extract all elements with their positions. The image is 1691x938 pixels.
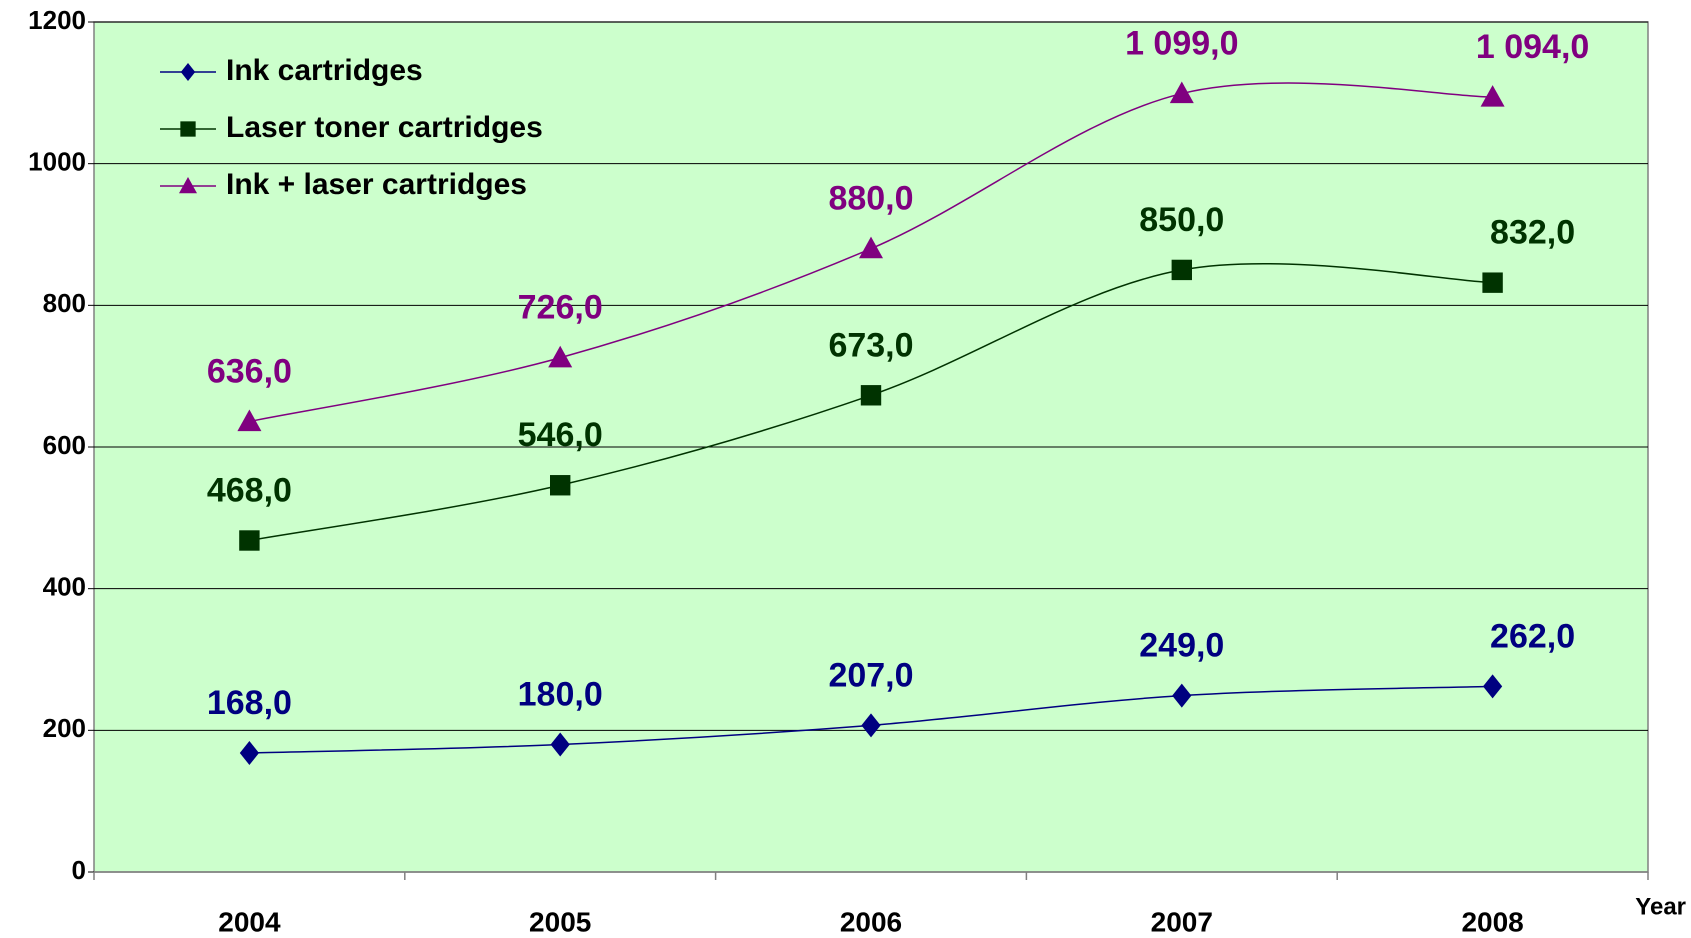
data-point [548,345,573,368]
x-tick-label: 2005 [529,906,591,937]
data-point [550,732,570,757]
x-tick-label: 2008 [1461,906,1523,937]
data-label: 249,0 [1139,627,1224,665]
y-tick-label: 1200 [28,5,86,35]
x-tick-label: 2007 [1151,906,1213,937]
x-tick-label: 2004 [218,906,281,937]
data-label: 262,0 [1490,617,1575,655]
y-tick-label: 600 [43,430,86,460]
data-label: 673,0 [828,326,913,364]
data-point [1482,272,1503,293]
data-point [859,236,883,259]
data-label: 180,0 [518,675,603,713]
data-label: 636,0 [207,352,292,390]
data-point [1483,674,1503,699]
legend-marker [180,121,196,137]
data-label: 546,0 [518,416,603,454]
data-label: 880,0 [828,180,913,218]
legend-label: Laser toner cartridges [226,111,543,144]
data-label: 1 099,0 [1125,25,1238,63]
data-point [1172,683,1192,708]
legend-label: Ink cartridges [226,54,423,87]
x-axis-label: Year [1635,893,1686,920]
data-point [1171,259,1192,281]
y-tick-label: 400 [43,572,86,602]
legend-marker [179,177,197,194]
y-tick-label: 200 [43,713,86,743]
data-label: 832,0 [1490,214,1575,252]
data-point [237,409,262,432]
x-tick-label: 2006 [840,906,902,937]
data-label: 168,0 [207,684,292,722]
legend-marker [180,63,196,81]
y-tick-label: 0 [72,855,86,885]
data-point [1480,85,1505,107]
data-point [550,475,571,496]
data-label: 207,0 [828,656,913,694]
data-label: 468,0 [207,471,292,509]
legend-label: Ink + laser cartridges [226,168,527,201]
data-point [239,741,259,765]
y-tick-label: 1000 [28,147,86,177]
data-label: 1 094,0 [1476,28,1589,66]
data-point [860,385,882,406]
data-point [1169,81,1194,104]
y-tick-label: 800 [43,288,86,318]
data-label: 726,0 [518,289,603,327]
data-point [239,530,260,551]
data-point [861,713,881,738]
data-label: 850,0 [1139,201,1224,239]
